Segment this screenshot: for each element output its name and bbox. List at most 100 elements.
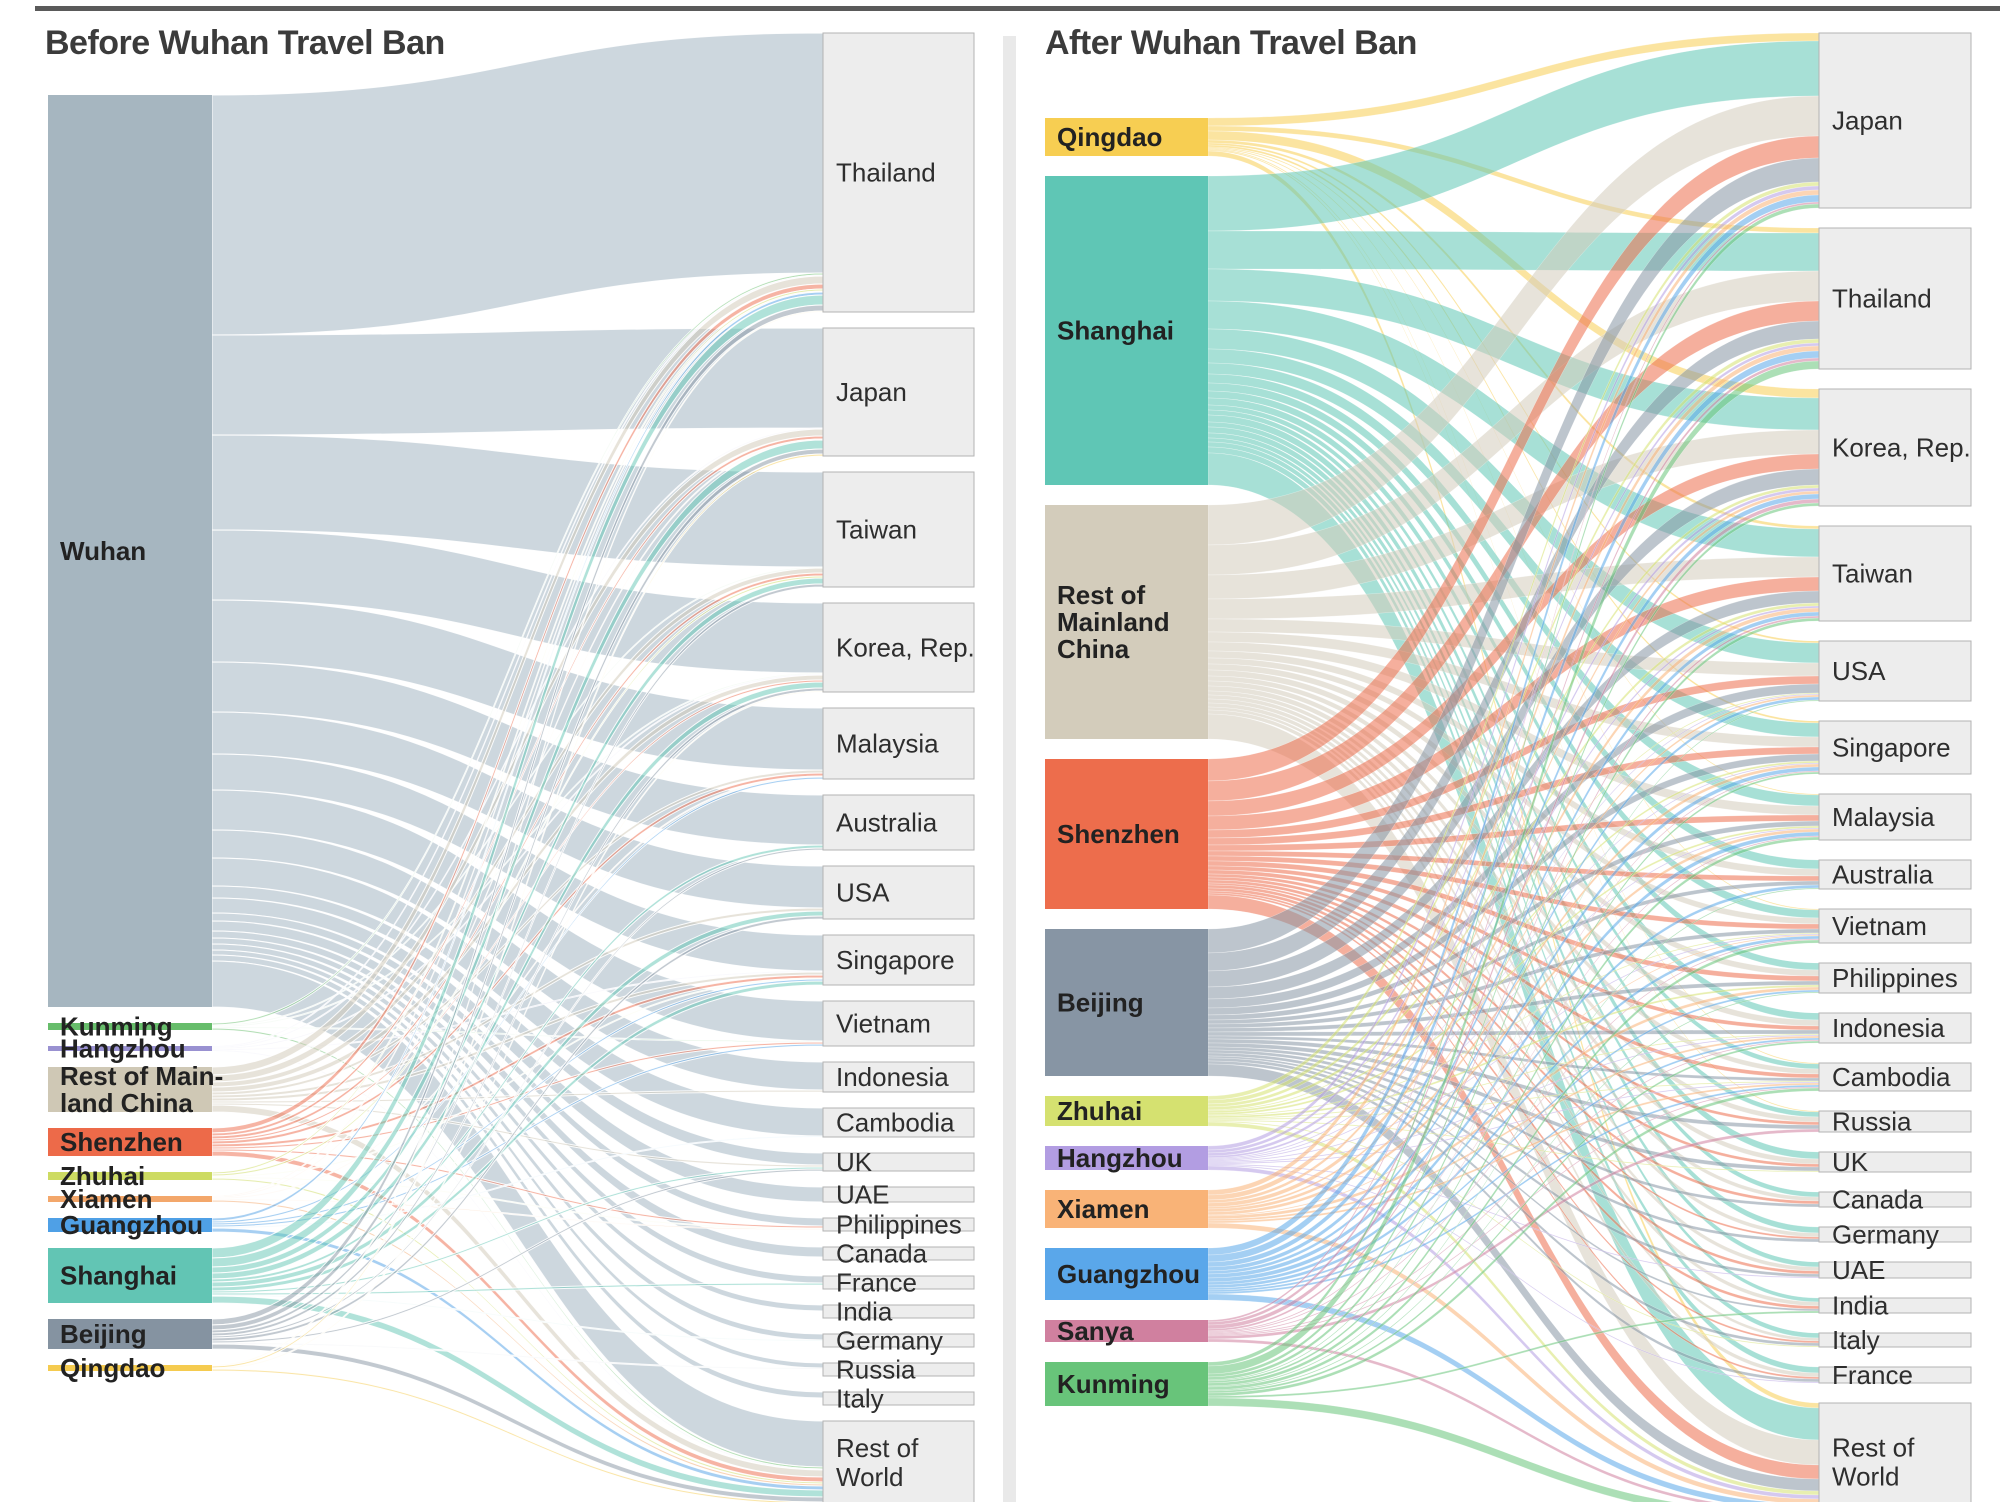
source-node-qingdao	[1045, 118, 1208, 156]
flow-wuhan-to-thailand	[211, 32, 824, 336]
dest-node-france	[822, 1275, 975, 1290]
source-node-xiamen	[48, 1196, 212, 1202]
flow-beijing-to-rest-of-world	[211, 1343, 824, 1502]
before-panel-title: Before Wuhan Travel Ban	[45, 24, 445, 62]
source-node-zhuhai	[48, 1172, 212, 1180]
dest-node-cambodia	[1818, 1062, 1972, 1092]
dest-label-philippines: Philippines	[1832, 963, 1958, 993]
source-label-hangzhou: Hangzhou	[1057, 1143, 1183, 1173]
flow-guangzhou-to-rest-of-world	[1207, 1293, 1775, 1502]
source-label-sanya: Sanya	[1057, 1316, 1134, 1346]
dest-node-uk	[1818, 1151, 1972, 1173]
source-label-rest-of-mainland-china: land China	[60, 1088, 193, 1118]
dest-label-japan: Japan	[836, 377, 907, 407]
dest-label-taiwan: Taiwan	[1832, 559, 1913, 589]
dest-label-uk: UK	[836, 1147, 873, 1177]
dest-label-rest-of-world: World	[836, 1462, 903, 1492]
source-label-xiamen: Xiamen	[1057, 1194, 1150, 1224]
dest-node-korea-rep	[822, 602, 975, 693]
source-label-xiamen: Xiamen	[60, 1184, 153, 1214]
dest-label-singapore: Singapore	[1832, 733, 1951, 763]
dest-label-singapore: Singapore	[836, 945, 955, 975]
dest-node-germany	[822, 1333, 975, 1348]
dest-label-thailand: Thailand	[1832, 284, 1932, 314]
source-node-wuhan	[48, 95, 212, 1007]
dest-node-taiwan	[1818, 525, 1972, 622]
dest-node-vietnam	[822, 1000, 975, 1047]
source-node-guangzhou	[1045, 1248, 1208, 1300]
dest-label-taiwan: Taiwan	[836, 515, 917, 545]
source-node-rest-of-mainland-china	[48, 1067, 212, 1112]
dest-label-russia: Russia	[1832, 1107, 1912, 1137]
source-label-shanghai: Shanghai	[1057, 316, 1174, 346]
dest-label-uk: UK	[1832, 1147, 1869, 1177]
flow-qingdao-to-rest-of-world	[211, 1368, 824, 1502]
flow-kunming-to-rest-of-world	[1207, 1397, 1675, 1502]
source-label-wuhan: Wuhan	[60, 536, 146, 566]
source-label-beijing: Beijing	[60, 1319, 147, 1349]
dest-node-italy	[822, 1391, 975, 1406]
flow-kunming-to-cambodia	[1207, 1087, 1820, 1397]
source-label-rest-of-mainland-china: China	[1057, 634, 1130, 664]
source-label-beijing: Beijing	[1057, 988, 1144, 1018]
source-node-shenzhen	[1045, 759, 1208, 909]
source-label-qingdao: Qingdao	[60, 1353, 165, 1383]
dest-node-rest-of-world	[1818, 1402, 1972, 1502]
source-label-rest-of-mainland-china: Rest of Main-	[60, 1061, 223, 1091]
dest-label-japan: Japan	[1832, 106, 1903, 136]
dest-label-uae: UAE	[1832, 1255, 1885, 1285]
source-label-guangzhou: Guangzhou	[1057, 1259, 1200, 1289]
dest-node-malaysia	[1818, 793, 1972, 841]
dest-label-vietnam: Vietnam	[1832, 911, 1927, 941]
dest-label-usa: USA	[1832, 656, 1886, 686]
dest-node-singapore	[1818, 720, 1972, 775]
dest-label-indonesia: Indonesia	[836, 1062, 949, 1092]
source-label-rest-of-mainland-china: Rest of	[1057, 580, 1145, 610]
dest-label-philippines: Philippines	[836, 1210, 962, 1240]
source-node-shanghai	[48, 1248, 212, 1303]
flow-beijing-to-indonesia	[1207, 1029, 1820, 1037]
dest-label-canada: Canada	[836, 1239, 928, 1269]
source-label-guangzhou: Guangzhou	[60, 1210, 203, 1240]
dest-label-india: India	[1832, 1291, 1889, 1321]
dest-label-australia: Australia	[836, 808, 938, 838]
dest-label-cambodia: Cambodia	[836, 1108, 955, 1138]
flow-xiamen-to-rest-of-world	[1207, 1222, 1820, 1502]
dest-label-korea-rep: Korea, Rep.	[836, 633, 975, 663]
dest-label-germany: Germany	[1832, 1220, 1939, 1250]
dest-node-canada	[1818, 1191, 1972, 1208]
source-node-shenzhen	[48, 1128, 212, 1156]
flow-beijing-to-russia	[211, 1342, 824, 1370]
source-node-guangzhou	[48, 1218, 212, 1232]
dest-label-vietnam: Vietnam	[836, 1009, 931, 1039]
dest-node-singapore	[822, 934, 975, 986]
source-node-sanya	[1045, 1320, 1208, 1342]
dest-label-france: France	[836, 1268, 917, 1298]
dest-node-thailand	[822, 32, 975, 313]
source-node-shanghai	[1045, 176, 1208, 485]
dest-node-italy	[1818, 1332, 1972, 1348]
dest-node-india	[1818, 1297, 1972, 1314]
dest-label-uae: UAE	[836, 1180, 889, 1210]
dest-label-cambodia: Cambodia	[1832, 1062, 1951, 1092]
source-node-kunming	[48, 1023, 212, 1030]
dest-node-australia	[822, 794, 975, 851]
dest-node-germany	[1818, 1226, 1972, 1243]
source-node-xiamen	[1045, 1190, 1208, 1228]
after-panel-title: After Wuhan Travel Ban	[1045, 24, 1417, 62]
dest-node-indonesia	[822, 1061, 975, 1093]
dest-label-italy: Italy	[1832, 1325, 1880, 1355]
source-label-rest-of-mainland-china: Mainland	[1057, 607, 1170, 637]
source-node-qingdao	[48, 1365, 212, 1371]
dest-node-canada	[822, 1246, 975, 1261]
dest-label-thailand: Thailand	[836, 158, 936, 188]
dest-label-malaysia: Malaysia	[1832, 802, 1935, 832]
dest-label-italy: Italy	[836, 1384, 884, 1414]
dest-node-vietnam	[1818, 908, 1972, 944]
source-label-zhuhai: Zhuhai	[1057, 1096, 1142, 1126]
source-node-beijing	[48, 1319, 212, 1349]
source-node-kunming	[1045, 1362, 1208, 1406]
